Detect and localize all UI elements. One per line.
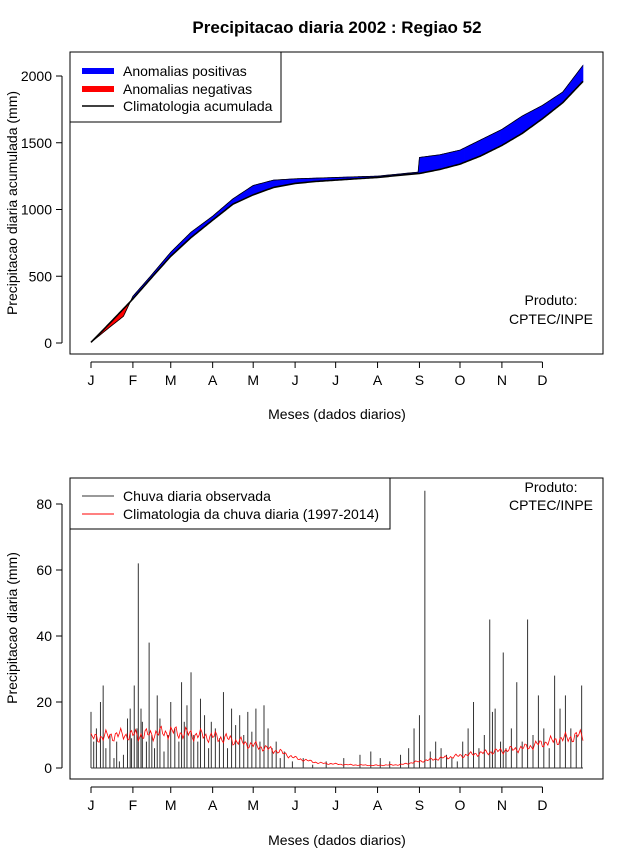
x-tick-label: S [415,372,424,388]
x-tick-label: J [332,372,339,388]
y-tick-label: 0 [44,760,52,776]
y-axis: 0 20 40 60 80 [36,496,63,776]
legend-label-observed: Chuva diaria observada [123,488,271,504]
chart-title: Precipitacao diaria 2002 : Regiao 52 [192,18,481,37]
x-tick-label: J [88,797,95,813]
x-tick-label: J [292,797,299,813]
y-tick-label: 2000 [21,68,52,84]
y-axis-label: Precipitacao diaria acumulada (mm) [4,91,20,315]
y-tick-label: 40 [36,628,52,644]
x-tick-label: F [129,372,138,388]
observed-cumulative-line [90,65,584,343]
x-tick-label: J [332,797,339,813]
y-tick-label: 1500 [21,135,52,151]
x-tick-label: D [537,797,547,813]
legend: Chuva diaria observada Climatologia da c… [69,477,391,530]
y-axis: 0 500 1000 1500 2000 [21,68,63,351]
x-tick-label: D [537,372,547,388]
legend-label-climatology: Climatologia acumulada [123,98,273,114]
x-tick-label: A [208,372,218,388]
plot-frame [69,51,604,355]
x-axis-label: Meses (dados diarios) [268,406,406,422]
product-label: Produto: [525,292,578,308]
product-source: CPTEC/INPE [509,497,593,513]
x-tick-label: S [415,797,424,813]
x-tick-label: N [497,372,507,388]
legend-label-negative: Anomalias negativas [123,81,252,97]
x-tick-label: M [247,372,259,388]
x-tick-label: A [373,372,383,388]
x-tick-label: F [129,797,138,813]
cumulative-panel: 0 500 1000 1500 2000 J F M A M J J A S O N D Meses (dad… [4,51,604,422]
product-label: Produto: [525,479,578,495]
y-tick-label: 80 [36,496,52,512]
daily-marks [90,490,584,769]
product-source: CPTEC/INPE [509,311,593,327]
climatology-daily-line [90,725,584,767]
y-tick-label: 60 [36,562,52,578]
x-tick-label: M [247,797,259,813]
x-tick-label: M [165,797,177,813]
x-tick-label: A [208,797,218,813]
y-axis-label: Precipitacao diaria (mm) [4,552,20,704]
x-axis-label: Meses (dados diarios) [268,832,406,848]
x-tick-label: J [88,372,95,388]
y-tick-label: 500 [29,268,53,284]
y-tick-label: 20 [36,694,52,710]
legend: Anomalias positivas Anomalias negativas … [69,51,282,123]
legend-label-positive: Anomalias positivas [123,63,247,79]
x-tick-label: M [165,372,177,388]
positive-anomaly-area [581,64,584,84]
x-tick-label: J [292,372,299,388]
legend-label-climatology: Climatologia da chuva diaria (1997-2014) [123,506,379,522]
cumulative-marks [90,64,584,343]
x-tick-label: O [455,372,466,388]
daily-panel: 0 20 40 60 80 J F M A M J J A S O N D Meses (dados diar… [4,477,604,848]
legend-box [69,477,391,530]
y-tick-label: 1000 [21,202,52,218]
climatology-cumulative-line [90,80,584,343]
x-tick-label: N [497,797,507,813]
x-tick-label: A [373,797,383,813]
y-tick-label: 0 [44,335,52,351]
x-tick-label: O [455,797,466,813]
